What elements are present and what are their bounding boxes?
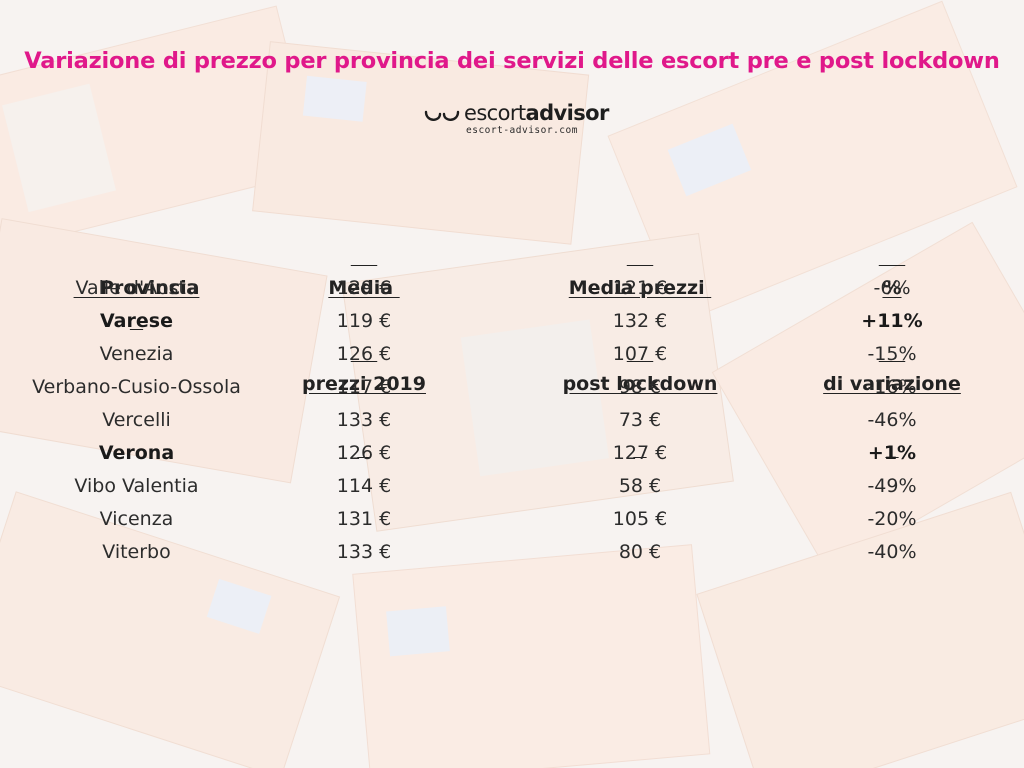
cell-prezzi-2019: 129 €	[336, 277, 392, 299]
logo-wordmark: escortadvisor	[464, 101, 609, 125]
cell-post-lockdown: 132 €	[612, 310, 668, 332]
cell-provincia: Vibo Valentia	[74, 475, 199, 497]
cell-variazione: -16%	[867, 376, 917, 398]
table-row: Venezia 126 € 107 € -15%	[0, 338, 1024, 371]
table-row: Vibo Valentia 114 € 58 € -49%	[0, 470, 1024, 503]
cell-provincia: Viterbo	[102, 541, 171, 563]
cell-post-lockdown: 127 €	[612, 442, 668, 464]
column-header-line: %	[882, 277, 902, 299]
table-row: Verona 126 € 127 € +1%	[0, 437, 1024, 470]
table-row: Viterbo 133 € 80 € -40%	[0, 536, 1024, 569]
logo-word-advisor: advisor	[525, 101, 610, 125]
cell-prezzi-2019: 119 €	[336, 310, 392, 332]
cell-post-lockdown: 107 €	[612, 343, 668, 365]
cell-prezzi-2019: 133 €	[336, 541, 392, 563]
cell-variazione: -6%	[873, 277, 911, 299]
column-header-prezzi-2019: Media prezzi 2019	[270, 208, 458, 464]
cell-variazione: -49%	[867, 475, 917, 497]
column-header-line: post lockdown	[562, 373, 718, 395]
column-header-line: Media prezzi	[568, 277, 712, 299]
brand-logo: escortadvisor escort-advisor.com	[422, 100, 612, 140]
cell-provincia: Valle d'Aosta	[75, 277, 198, 299]
column-header-provincia: Provincia	[0, 240, 273, 336]
page-title: Variazione di prezzo per provincia dei s…	[24, 48, 1000, 74]
cell-prezzi-2019: 117 €	[336, 376, 392, 398]
cell-post-lockdown: 73 €	[618, 409, 662, 431]
cell-provincia: Vicenza	[99, 508, 174, 530]
cell-post-lockdown: 58 €	[618, 475, 662, 497]
cell-variazione: +1%	[867, 442, 917, 464]
cell-variazione: -40%	[867, 541, 917, 563]
table-row: Vercelli 133 € 73 € -46%	[0, 404, 1024, 437]
cell-provincia: Venezia	[99, 343, 174, 365]
column-header-line: prezzi 2019	[302, 373, 426, 395]
mask-icon	[424, 110, 460, 121]
table-row: Vicenza 131 € 105 € -20%	[0, 503, 1024, 536]
cell-variazione: -46%	[867, 409, 917, 431]
cell-post-lockdown: 80 €	[618, 541, 662, 563]
table-row: Varese 119 € 132 € +11%	[0, 305, 1024, 338]
cell-variazione: -20%	[867, 508, 917, 530]
cell-provincia: Verona	[98, 442, 175, 464]
table-row: Verbano-Cusio-Ossola 117 € 98 € -16%	[0, 371, 1024, 404]
cell-post-lockdown: 121 €	[612, 277, 668, 299]
cell-variazione: +11%	[861, 310, 923, 332]
cell-provincia: Vercelli	[102, 409, 171, 431]
column-header-variazione: % di variazione	[795, 208, 989, 464]
column-header-post-lockdown: Media prezzi post lockdown	[545, 208, 735, 464]
cell-prezzi-2019: 131 €	[336, 508, 392, 530]
cell-prezzi-2019: 126 €	[336, 442, 392, 464]
column-header-provincia-label: Provincia	[100, 277, 200, 299]
cell-prezzi-2019: 133 €	[336, 409, 392, 431]
logo-word-escort: escort	[464, 101, 526, 125]
cell-post-lockdown: 98 €	[618, 376, 662, 398]
cell-prezzi-2019: 114 €	[336, 475, 392, 497]
logo-url: escort-advisor.com	[466, 125, 578, 136]
table-row: Valle d'Aosta 129 € 121 € -6%	[0, 272, 1024, 305]
cell-post-lockdown: 105 €	[612, 508, 668, 530]
column-header-line: di variazione	[823, 373, 961, 395]
cell-prezzi-2019: 126 €	[336, 343, 392, 365]
column-header-line: Media	[328, 277, 400, 299]
cell-provincia: Verbano-Cusio-Ossola	[32, 376, 241, 398]
cell-variazione: -15%	[867, 343, 917, 365]
cell-provincia: Varese	[100, 310, 173, 332]
